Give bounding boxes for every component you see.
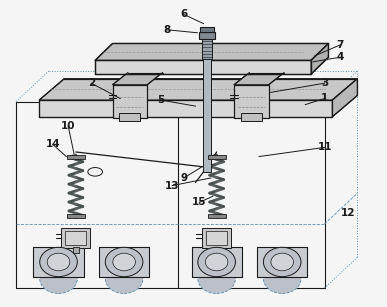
Polygon shape	[311, 44, 329, 74]
Bar	[62, 228, 90, 248]
Ellipse shape	[271, 253, 293, 271]
Ellipse shape	[198, 247, 235, 277]
Text: 6: 6	[180, 10, 187, 19]
Bar	[199, 32, 216, 39]
Text: 12: 12	[341, 208, 355, 218]
Bar	[202, 36, 212, 59]
Ellipse shape	[105, 264, 143, 293]
Polygon shape	[95, 60, 311, 74]
Ellipse shape	[40, 247, 77, 277]
Ellipse shape	[47, 253, 70, 271]
Ellipse shape	[198, 264, 235, 293]
Polygon shape	[113, 72, 163, 85]
Text: 1: 1	[321, 94, 328, 103]
Bar	[73, 247, 79, 253]
Polygon shape	[234, 85, 269, 119]
Text: 10: 10	[61, 121, 75, 131]
Polygon shape	[95, 44, 329, 60]
Polygon shape	[332, 79, 357, 117]
Ellipse shape	[205, 253, 228, 271]
Bar	[206, 231, 227, 245]
Bar	[119, 114, 140, 121]
Ellipse shape	[88, 168, 103, 176]
Text: 8: 8	[163, 25, 170, 35]
Ellipse shape	[105, 247, 143, 277]
Text: 4: 4	[336, 52, 344, 62]
Text: 7: 7	[336, 40, 344, 50]
Text: 9: 9	[180, 173, 187, 183]
Bar	[67, 214, 85, 218]
Bar	[203, 47, 211, 172]
Bar	[214, 247, 220, 253]
Polygon shape	[192, 247, 242, 277]
Text: 3: 3	[321, 78, 328, 88]
Ellipse shape	[113, 253, 135, 271]
Bar	[202, 228, 231, 248]
Text: 13: 13	[165, 181, 180, 191]
Bar	[65, 231, 86, 245]
Ellipse shape	[264, 247, 301, 277]
Polygon shape	[113, 85, 147, 119]
Polygon shape	[39, 100, 332, 117]
Polygon shape	[99, 247, 149, 277]
Bar	[67, 155, 85, 159]
Bar	[241, 114, 262, 121]
Polygon shape	[234, 72, 284, 85]
Bar	[200, 27, 214, 32]
Text: 11: 11	[317, 142, 332, 152]
Bar	[208, 214, 226, 218]
Polygon shape	[257, 247, 307, 277]
Text: 2: 2	[88, 78, 95, 88]
Bar	[208, 155, 226, 159]
Text: 14: 14	[45, 139, 60, 149]
Polygon shape	[39, 79, 357, 100]
Ellipse shape	[264, 264, 301, 293]
Text: 15: 15	[192, 197, 207, 208]
Polygon shape	[33, 247, 84, 277]
Text: 5: 5	[157, 95, 164, 105]
Ellipse shape	[40, 264, 77, 293]
